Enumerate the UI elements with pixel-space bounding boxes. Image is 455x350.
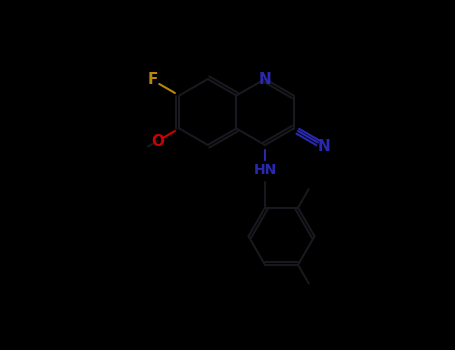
Text: HN: HN [253, 163, 277, 177]
Text: F: F [147, 72, 157, 88]
Text: O: O [151, 134, 164, 148]
Text: N: N [258, 71, 271, 86]
Text: N: N [318, 139, 330, 154]
